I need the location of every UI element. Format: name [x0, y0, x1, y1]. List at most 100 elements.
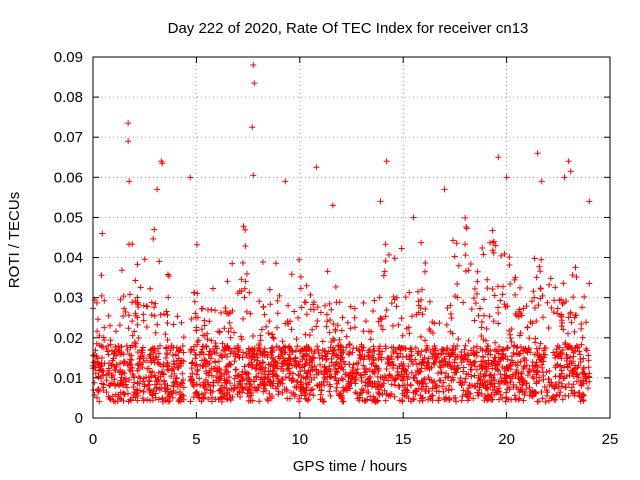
data-point: [390, 361, 397, 368]
data-point: [171, 361, 178, 368]
data-point: [152, 329, 159, 336]
data-point: [512, 274, 519, 281]
data-point: [364, 376, 371, 383]
data-point: [442, 374, 449, 381]
data-point: [580, 380, 587, 387]
data-point: [517, 284, 524, 291]
data-point: [216, 375, 223, 382]
data-point: [508, 326, 515, 333]
data-point: [572, 264, 579, 271]
data-point: [548, 304, 555, 311]
data-point: [448, 315, 455, 322]
y-tick-label: 0.08: [54, 89, 83, 106]
data-point: [539, 369, 546, 376]
data-point: [156, 386, 163, 393]
data-point: [313, 164, 320, 171]
data-point: [554, 310, 561, 317]
x-axis-label: GPS time / hours: [293, 458, 407, 475]
data-point: [201, 357, 208, 364]
data-point: [137, 353, 144, 360]
data-point: [533, 380, 540, 387]
data-point: [467, 366, 474, 373]
data-point: [220, 347, 227, 354]
data-point: [290, 358, 297, 365]
data-point: [403, 393, 410, 400]
data-point: [438, 346, 445, 353]
data-point: [552, 284, 559, 291]
data-point: [480, 296, 487, 303]
data-point: [571, 314, 578, 321]
data-point: [447, 302, 454, 309]
data-point: [242, 226, 249, 233]
data-point: [553, 348, 560, 355]
data-point: [463, 225, 470, 232]
data-point: [383, 306, 390, 313]
data-point: [431, 343, 438, 350]
data-point: [418, 386, 425, 393]
data-point: [103, 377, 110, 384]
data-point: [573, 312, 580, 319]
data-point: [212, 307, 219, 314]
data-point: [269, 344, 276, 351]
data-point: [392, 382, 399, 389]
data-point: [468, 306, 475, 313]
data-point: [225, 328, 232, 335]
data-point: [385, 354, 392, 361]
data-point: [125, 138, 132, 145]
data-point: [317, 361, 324, 368]
data-point: [491, 371, 498, 378]
data-point: [491, 346, 498, 353]
data-point: [462, 214, 469, 221]
data-point: [461, 241, 468, 248]
y-tick-label: 0.05: [54, 209, 83, 226]
data-point: [450, 376, 457, 383]
data-point: [297, 273, 304, 280]
data-point: [438, 351, 445, 358]
data-point: [108, 347, 115, 354]
data-point: [579, 393, 586, 400]
data-point: [543, 392, 550, 399]
data-point: [446, 353, 453, 360]
data-point: [462, 375, 469, 382]
data-point: [98, 272, 105, 279]
data-point: [580, 366, 587, 373]
data-point: [533, 371, 540, 378]
data-point: [107, 322, 114, 329]
data-point: [307, 368, 314, 375]
data-point: [542, 398, 549, 405]
data-point: [530, 375, 537, 382]
data-point: [527, 388, 534, 395]
x-tick-label: 5: [192, 431, 200, 448]
data-point: [238, 288, 245, 295]
data-point: [302, 375, 309, 382]
data-point: [340, 384, 347, 391]
data-point: [387, 393, 394, 400]
data-point: [565, 158, 572, 165]
data-point: [144, 303, 151, 310]
data-point: [360, 356, 367, 363]
chart-title: Day 222 of 2020, Rate Of TEC Index for r…: [168, 20, 529, 37]
data-point: [270, 335, 277, 342]
data-point: [575, 390, 582, 397]
data-point: [145, 374, 152, 381]
data-point: [133, 389, 140, 396]
data-point: [178, 319, 185, 326]
data-point: [237, 393, 244, 400]
data-point: [156, 258, 163, 265]
data-point: [459, 354, 466, 361]
data-point: [523, 357, 530, 364]
data-point: [132, 310, 139, 317]
data-point: [306, 359, 313, 366]
data-point: [240, 315, 247, 322]
data-point: [208, 372, 215, 379]
data-point: [484, 285, 491, 292]
data-point: [314, 304, 321, 311]
data-point: [293, 336, 300, 343]
data-point: [125, 325, 132, 332]
data-point: [453, 240, 460, 247]
data-point: [530, 288, 537, 295]
data-point: [330, 320, 337, 327]
data-point: [495, 378, 502, 385]
data-point: [552, 373, 559, 380]
data-point: [299, 364, 306, 371]
